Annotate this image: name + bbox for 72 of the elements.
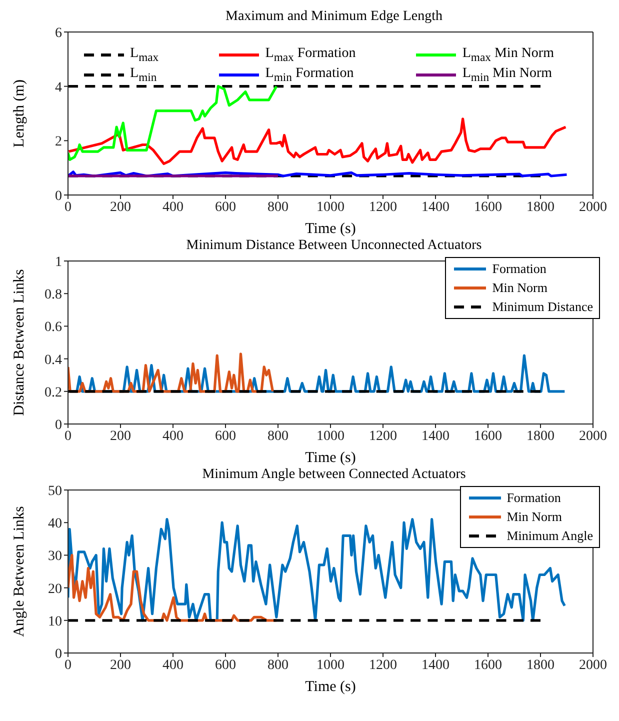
y-axis-title: Length (m) [11, 80, 28, 148]
x-tick-label: 400 [162, 200, 184, 215]
x-tick-label: 2000 [579, 658, 607, 673]
y-tick-label: 1 [55, 254, 62, 270]
line-series [68, 85, 278, 161]
legend-label: L$_{max}$ [130, 46, 159, 64]
x-tick-label: 1600 [474, 658, 502, 673]
x-tick-label: 600 [215, 200, 236, 215]
legend-label: Formation [506, 490, 561, 506]
x-tick-label: 400 [162, 658, 184, 673]
x-axis-title: Time (s) [305, 450, 356, 466]
x-tick-label: 200 [110, 200, 131, 215]
legend-label: Minimum Angle [506, 528, 593, 544]
y-tick-label: 4 [55, 80, 62, 96]
legend-label: Min Norm [506, 509, 562, 525]
legend-label: L$_{max}$ Min Norm [462, 46, 554, 64]
x-tick-label: 1200 [369, 658, 397, 673]
chart-title: Minimum Angle between Connected Actuators [201, 466, 467, 483]
y-tick-label: 0 [55, 188, 62, 204]
x-tick-label: 400 [162, 428, 184, 444]
x-axis-title: Time (s) [305, 679, 356, 695]
x-tick-label: 1800 [526, 658, 554, 673]
y-tick-label: 50 [48, 484, 62, 499]
y-tick-label: 0 [55, 646, 62, 662]
y-tick-label: 0 [55, 418, 62, 433]
y-tick-label: 6 [55, 26, 62, 41]
x-tick-label: 200 [110, 658, 131, 673]
x-tick-label: 600 [215, 658, 236, 673]
chart-title: Minimum Distance Between Unconnected Actuators [185, 237, 483, 254]
x-tick-label: 800 [268, 658, 288, 673]
x-tick-label: 1600 [474, 200, 502, 215]
legend-label: L$_{min}$ [130, 66, 157, 84]
y-tick-label: 10 [48, 614, 62, 630]
x-tick-label: 1800 [526, 200, 554, 215]
y-axis-title: Angle Between Links [11, 506, 28, 637]
x-tick-label: 1200 [369, 428, 397, 444]
legend-label: Min Norm [492, 280, 548, 296]
x-tick-label: 1000 [316, 200, 344, 215]
x-tick-label: 800 [268, 200, 288, 215]
legend-label: L$_{min}$ Formation [265, 66, 354, 84]
y-tick-label: 30 [48, 549, 62, 564]
x-tick-label: 0 [64, 658, 72, 673]
x-tick-label: 2000 [579, 200, 607, 215]
x-axis-title: Time (s) [305, 221, 356, 237]
y-tick-label: 0.4 [44, 352, 62, 368]
y-tick-label: 2 [55, 134, 62, 150]
x-tick-label: 200 [110, 428, 131, 444]
x-tick-label: 0 [64, 428, 72, 444]
legend-label: L$_{max}$ Formation [265, 46, 356, 64]
x-tick-label: 0 [64, 200, 72, 215]
x-tick-label: 1600 [474, 428, 502, 444]
legend-label: Formation [492, 261, 546, 277]
y-tick-label: 0.2 [44, 385, 62, 400]
x-tick-label: 1200 [369, 200, 397, 215]
line-series [68, 118, 567, 166]
x-tick-label: 1400 [422, 428, 450, 444]
y-tick-label: 40 [48, 516, 62, 532]
x-tick-label: 1000 [316, 428, 344, 444]
y-axis-title: Distance Between Links [11, 269, 28, 416]
x-tick-label: 1800 [526, 428, 554, 444]
x-tick-label: 600 [215, 428, 236, 444]
legend-label: Minimum Distance [492, 299, 593, 315]
y-tick-label: 0.8 [44, 288, 62, 303]
x-tick-label: 1400 [422, 658, 450, 673]
x-tick-label: 1000 [316, 658, 344, 673]
x-tick-label: 2000 [579, 428, 607, 444]
chart-title: Maximum and Minimum Edge Length [224, 8, 444, 25]
x-tick-label: 1400 [422, 200, 450, 215]
y-tick-label: 0.6 [44, 320, 62, 336]
legend-label: L$_{min}$ Min Norm [462, 66, 552, 84]
y-tick-label: 20 [48, 582, 62, 597]
x-tick-label: 800 [268, 428, 288, 444]
